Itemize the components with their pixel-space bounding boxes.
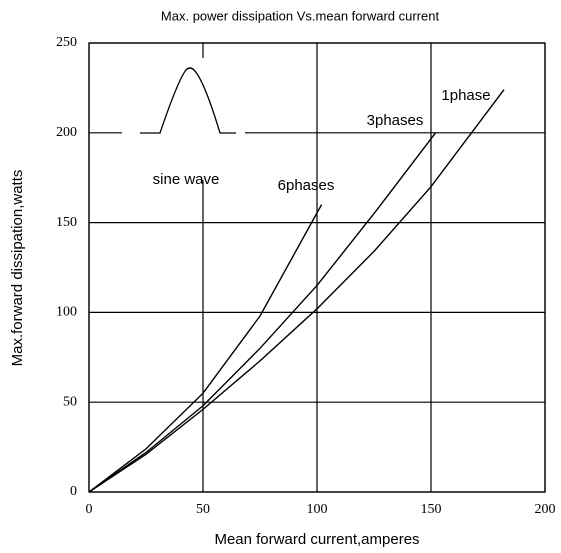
y-tick-label: 200	[56, 125, 77, 140]
inset-label: sine wave	[153, 171, 220, 188]
x-tick-label: 100	[307, 502, 328, 517]
series-line	[88, 89, 505, 493]
y-axis-label: Max.forward dissipation,watts	[9, 170, 26, 367]
x-tick-label: 50	[196, 502, 210, 517]
x-tick-label: 150	[421, 502, 442, 517]
x-tick-label: 0	[86, 502, 93, 517]
x-tick-label: 200	[535, 502, 556, 517]
series-label: 6phases	[278, 177, 335, 194]
series-line	[88, 132, 437, 493]
inset-background	[122, 58, 245, 180]
y-tick-label: 0	[70, 484, 77, 499]
y-tick-label: 150	[56, 215, 77, 230]
sine-wave-icon	[140, 67, 236, 134]
x-axis-label: Mean forward current,amperes	[214, 531, 419, 548]
series-line	[88, 204, 323, 493]
series-label: 3phases	[367, 112, 424, 129]
chart-title: Max. power dissipation Vs.mean forward c…	[161, 8, 440, 23]
y-tick-label: 100	[56, 305, 77, 320]
series-label: 1phase	[441, 87, 490, 104]
y-tick-label: 250	[56, 35, 77, 50]
plot-frame	[88, 42, 546, 493]
y-tick-label: 50	[63, 394, 77, 409]
